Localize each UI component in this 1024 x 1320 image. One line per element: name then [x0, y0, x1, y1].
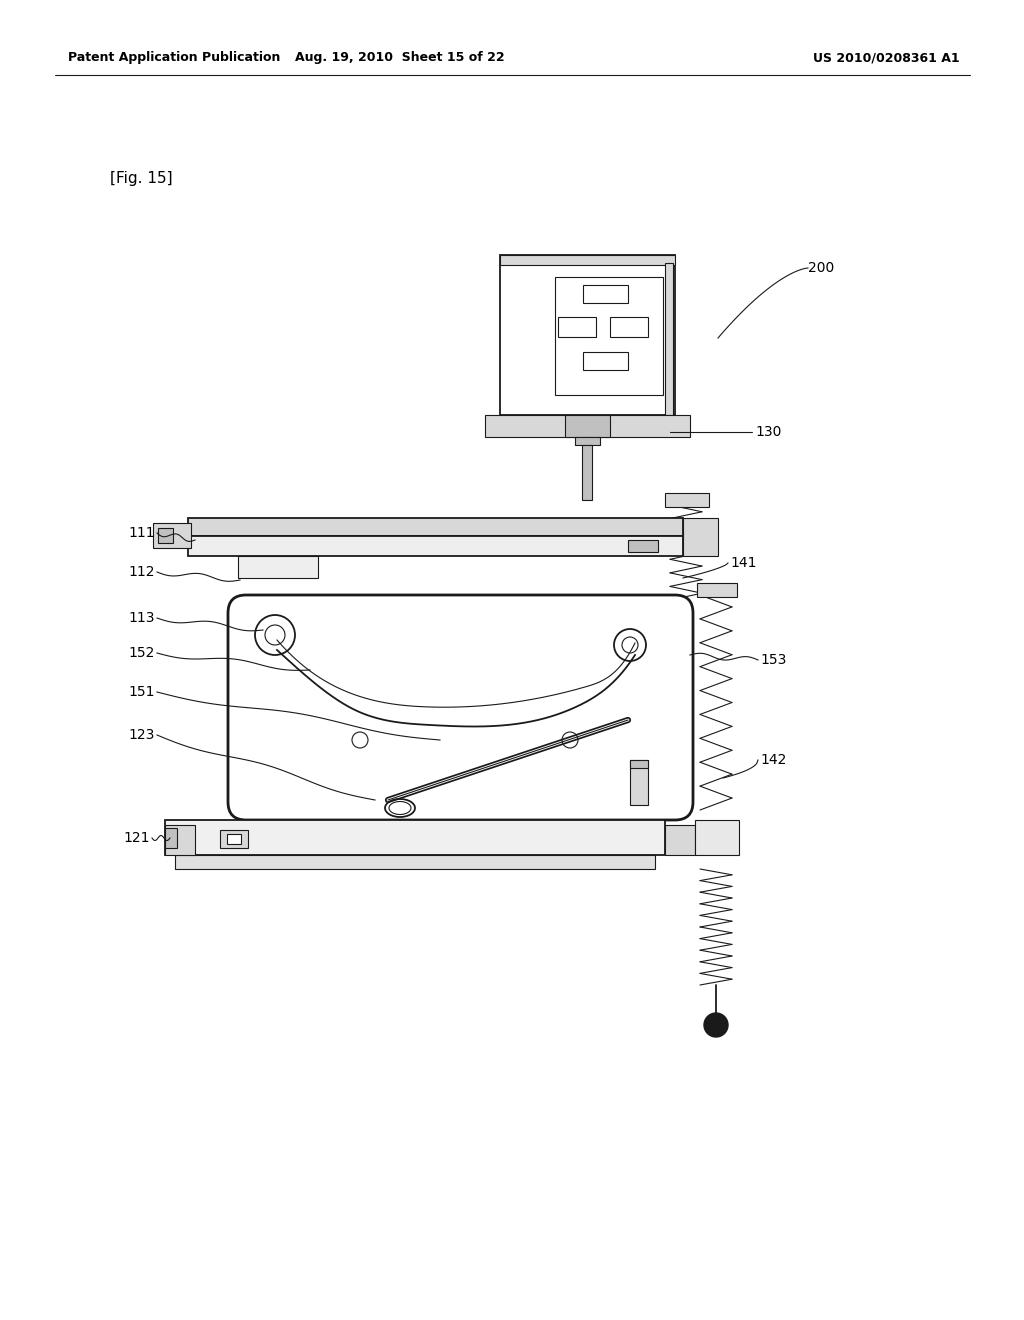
Bar	[220, 830, 248, 847]
Bar	[665, 825, 695, 855]
Bar	[697, 583, 737, 597]
Bar	[165, 820, 665, 855]
Text: 123: 123	[129, 729, 155, 742]
Text: 200: 200	[808, 261, 835, 275]
Bar	[610, 317, 648, 337]
Bar	[485, 414, 690, 437]
Bar	[153, 523, 191, 548]
Text: 152: 152	[129, 645, 155, 660]
Bar	[158, 528, 173, 543]
Bar	[227, 834, 241, 843]
Bar	[630, 760, 648, 805]
Text: Patent Application Publication: Patent Application Publication	[68, 51, 281, 65]
Bar	[188, 536, 683, 556]
Bar	[583, 352, 628, 370]
Circle shape	[705, 1012, 728, 1038]
Text: 112: 112	[128, 565, 155, 579]
Bar	[188, 517, 683, 536]
Text: 130: 130	[755, 425, 781, 440]
Bar	[630, 760, 648, 768]
Bar	[500, 255, 675, 265]
Bar	[583, 285, 628, 304]
Bar	[238, 556, 318, 578]
Bar	[628, 540, 658, 552]
Bar	[500, 255, 675, 414]
Text: [Fig. 15]: [Fig. 15]	[110, 170, 173, 186]
Text: 153: 153	[760, 653, 786, 667]
Bar	[665, 263, 673, 414]
Bar	[582, 445, 592, 500]
Text: Aug. 19, 2010  Sheet 15 of 22: Aug. 19, 2010 Sheet 15 of 22	[295, 51, 505, 65]
Text: 142: 142	[760, 752, 786, 767]
Bar	[665, 492, 709, 507]
Bar	[565, 414, 610, 437]
Bar	[575, 437, 600, 445]
Text: 141: 141	[730, 556, 757, 570]
Bar	[555, 277, 663, 395]
Text: 121: 121	[124, 832, 150, 845]
Bar	[165, 825, 195, 855]
Bar	[683, 517, 718, 556]
Bar	[695, 820, 739, 855]
FancyBboxPatch shape	[228, 595, 693, 820]
Text: 111: 111	[128, 525, 155, 540]
Text: 151: 151	[128, 685, 155, 700]
Text: US 2010/0208361 A1: US 2010/0208361 A1	[813, 51, 961, 65]
Bar	[175, 855, 655, 869]
Text: 113: 113	[128, 611, 155, 624]
Bar	[165, 828, 177, 847]
Bar	[558, 317, 596, 337]
